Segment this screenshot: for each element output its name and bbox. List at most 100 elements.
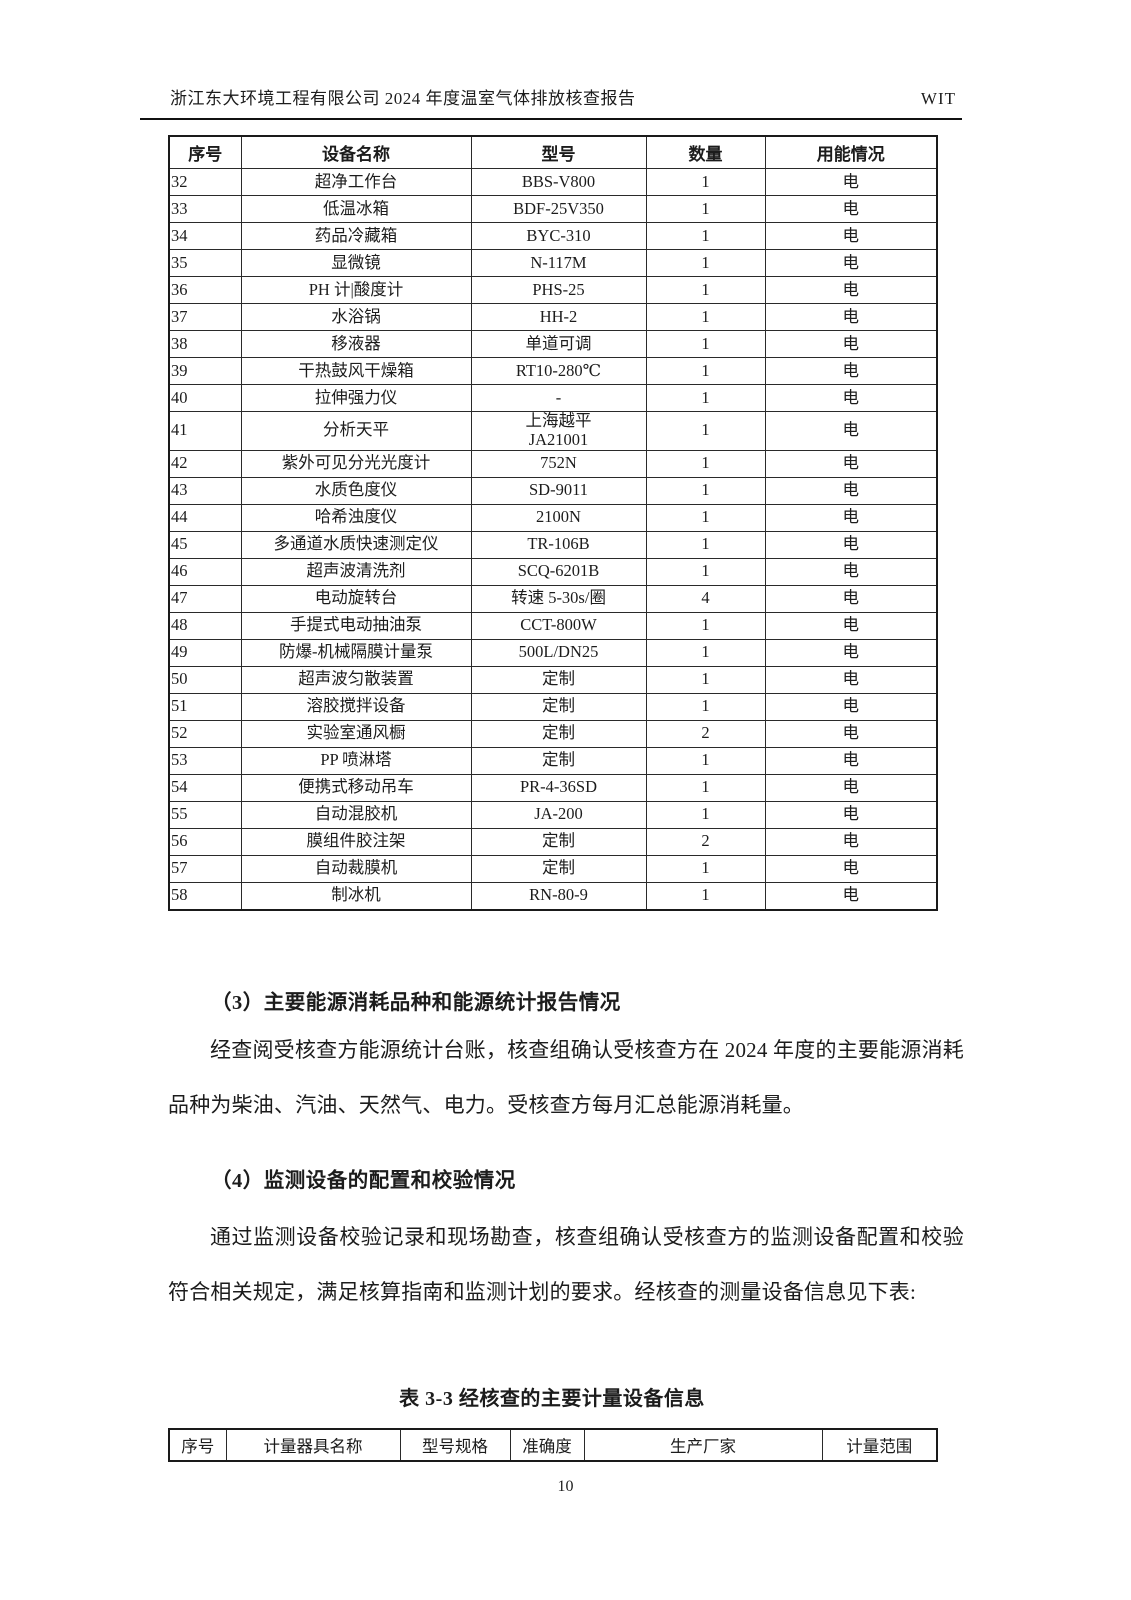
table-cell: TR-106B [470, 530, 647, 559]
table-cell: 49 [168, 638, 242, 667]
table-cell: 52 [168, 719, 242, 748]
table-cell: 1 [645, 222, 766, 250]
table-cell: 电 [764, 195, 938, 223]
table-cell: 膜组件胶注架 [240, 827, 472, 856]
table-cell: 电 [764, 530, 938, 559]
column-header: 用能情况 [764, 135, 938, 169]
table-cell: 1 [645, 854, 766, 883]
table-row: 33 低温冰箱 BDF-25V350 1 电 [168, 195, 938, 223]
table-cell: 哈希浊度仪 [240, 503, 472, 532]
table-cell: 54 [168, 773, 242, 802]
equipment-table-body: 32 超净工作台 BBS-V800 1 电 33 低温冰箱 BDF-25V350 1 电 34 药品冷… [168, 168, 938, 911]
table-cell: 便携式移动吊车 [240, 773, 472, 802]
column-header: 设备名称 [240, 135, 472, 169]
table-cell: 33 [168, 195, 242, 223]
header-divider [140, 118, 962, 120]
table-cell: 超净工作台 [240, 168, 472, 196]
table-cell: 定制 [470, 692, 647, 721]
table-cell: 超声波匀散装置 [240, 665, 472, 694]
table-cell: 上海越平 JA21001 [470, 411, 647, 451]
table-row: 53 PP 喷淋塔 定制 1 电 [168, 746, 938, 775]
table-row: 50 超声波匀散装置 定制 1 电 [168, 665, 938, 694]
table-cell: 移液器 [240, 330, 472, 358]
column-header: 准确度 [509, 1428, 585, 1462]
table-cell: 电 [764, 692, 938, 721]
table-cell: 电 [764, 276, 938, 304]
table-row: 40 拉伸强力仪 -1 电 [168, 384, 938, 412]
table-row: 47 电动旋转台 转速 5-30s/圈 4 电 [168, 584, 938, 613]
table-cell: PHS-25 [470, 276, 647, 304]
table-cell: 电 [764, 503, 938, 532]
table-cell: SCQ-6201B [470, 557, 647, 586]
table-row: 56 膜组件胶注架 定制 2 电 [168, 827, 938, 856]
table-row: 36 PH 计|酸度计 PHS-25 1 电 [168, 276, 938, 304]
table-cell: 1 [645, 384, 766, 412]
table-cell: 定制 [470, 827, 647, 856]
table-cell: 35 [168, 249, 242, 277]
column-header: 计量范围 [821, 1428, 938, 1462]
table-cell: 自动混胶机 [240, 800, 472, 829]
table-cell: 2100N [470, 503, 647, 532]
section-3-heading: （3）主要能源消耗品种和能源统计报告情况 [211, 992, 621, 1014]
table-cell: 定制 [470, 746, 647, 775]
table-cell: 水浴锅 [240, 303, 472, 331]
table-cell: 超声波清洗剂 [240, 557, 472, 586]
report-title: 浙江东大环境工程有限公司 2024 年度温室气体排放核查报告 [170, 89, 636, 108]
table-cell: 41 [168, 411, 242, 451]
table-cell: 38 [168, 330, 242, 358]
table-row: 39 干热鼓风干燥箱 RT10-280℃ 1 电 [168, 357, 938, 385]
table-cell: 显微镜 [240, 249, 472, 277]
table-row: 34 药品冷藏箱 BYC-310 1 电 [168, 222, 938, 250]
column-header: 序号 [168, 1428, 227, 1462]
column-header: 型号 [470, 135, 647, 169]
table-cell: 4 [645, 584, 766, 613]
table-cell: 50 [168, 665, 242, 694]
table-cell: 电 [764, 638, 938, 667]
table-cell: 1 [645, 773, 766, 802]
table-cell: 1 [645, 881, 766, 911]
table-row: 43 水质色度仪 SD-9011 1 电 [168, 476, 938, 505]
table-cell: 低温冰箱 [240, 195, 472, 223]
page-number: 10 [557, 1478, 574, 1495]
table-3-3-title: 表 3-3 经核查的主要计量设备信息 [399, 1388, 705, 1410]
table-cell: 1 [645, 611, 766, 640]
table-cell: 防爆-机械隔膜计量泵 [240, 638, 472, 667]
table-cell: 1 [645, 449, 766, 478]
table-cell: 57 [168, 854, 242, 883]
table-cell: 1 [645, 638, 766, 667]
table-cell: 40 [168, 384, 242, 412]
table-cell: 紫外可见分光光度计 [240, 449, 472, 478]
table-cell: 干热鼓风干燥箱 [240, 357, 472, 385]
table-cell: 1 [645, 330, 766, 358]
measurement-table: 序号 计量器具名称 型号规格 准确度 生产厂家 计量范围 [168, 1428, 938, 1462]
table-cell: 36 [168, 276, 242, 304]
table-cell: 电 [764, 222, 938, 250]
table-cell: 药品冷藏箱 [240, 222, 472, 250]
table-cell: 电 [764, 827, 938, 856]
table-row: 41 分析天平 上海越平 JA21001 1 电 [168, 411, 938, 451]
table-cell: PP 喷淋塔 [240, 746, 472, 775]
table-cell: CCT-800W [470, 611, 647, 640]
table-row: 45 多通道水质快速测定仪 TR-106B 1 电 [168, 530, 938, 559]
table-cell: 1 [645, 800, 766, 829]
table-cell: 55 [168, 800, 242, 829]
table-cell: 1 [645, 357, 766, 385]
table-cell: SD-9011 [470, 476, 647, 505]
table-row: 46 超声波清洗剂 SCQ-6201B 1 电 [168, 557, 938, 586]
table-cell: 制冰机 [240, 881, 472, 911]
table-row: 52 实验室通风橱 定制 2 电 [168, 719, 938, 748]
table-cell: RT10-280℃ [470, 357, 647, 385]
table-cell: 电 [764, 719, 938, 748]
table-cell: RN-80-9 [470, 881, 647, 911]
table-cell: 电 [764, 584, 938, 613]
table-cell: 1 [645, 746, 766, 775]
table-row: 51 溶胶搅拌设备 定制 1 电 [168, 692, 938, 721]
measurement-table-header-row: 序号 计量器具名称 型号规格 准确度 生产厂家 计量范围 [168, 1428, 938, 1462]
table-row: 48 手提式电动抽油泵 CCT-800W 1 电 [168, 611, 938, 640]
table-cell: 电 [764, 411, 938, 451]
header-logo-text: WIT [920, 89, 956, 108]
table-cell: 44 [168, 503, 242, 532]
table-cell: 电 [764, 168, 938, 196]
table-cell: HH-2 [470, 303, 647, 331]
